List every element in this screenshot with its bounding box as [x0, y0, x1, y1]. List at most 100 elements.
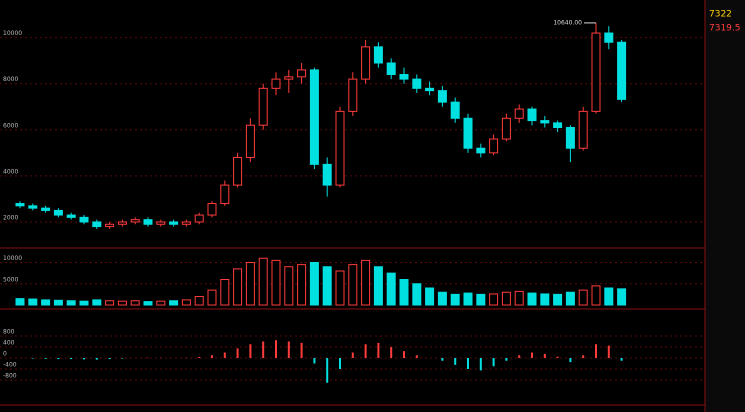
- volume-bar: [15, 298, 25, 306]
- candle-body: [425, 87, 435, 92]
- candle-body: [143, 219, 153, 225]
- y-tick-label: 0: [3, 351, 7, 358]
- volume-bar: [156, 300, 166, 306]
- candle-body: [28, 205, 38, 209]
- volume-bar: [41, 299, 51, 306]
- volume-bar: [28, 298, 38, 306]
- volume-bar: [591, 285, 601, 306]
- volume-bar: [207, 289, 217, 306]
- volume-bar: [53, 299, 63, 306]
- candle-body: [540, 120, 550, 124]
- candle-body: [117, 221, 127, 225]
- candle-body: [527, 108, 537, 122]
- candle-body: [617, 41, 627, 100]
- candle-body: [169, 221, 179, 225]
- candle-body: [105, 223, 115, 228]
- y-tick-label: 2000: [3, 214, 18, 221]
- candle-body: [553, 122, 563, 129]
- volume-bar: [220, 279, 230, 306]
- candle-body: [463, 117, 473, 149]
- y-tick-label: 6000: [3, 122, 18, 129]
- candle-body: [514, 108, 524, 119]
- volume-bar: [476, 293, 486, 306]
- candle-body: [233, 156, 243, 186]
- volume-bar: [514, 290, 524, 306]
- side-last: 7319.5: [709, 24, 741, 34]
- volume-bar: [450, 293, 460, 306]
- candle-body: [297, 69, 307, 78]
- candle-body: [41, 207, 51, 211]
- annotation-label: 10640.00: [553, 19, 582, 26]
- volume-bar: [540, 293, 550, 306]
- volume-bar: [271, 259, 281, 306]
- volume-bar: [578, 289, 588, 306]
- candle-body: [591, 32, 601, 112]
- volume-bar: [245, 262, 255, 306]
- candle-body: [130, 219, 140, 223]
- y-tick-label: -400: [3, 362, 17, 369]
- candle-body: [501, 117, 511, 140]
- volume-bar: [105, 300, 115, 306]
- y-tick-label: 8000: [3, 76, 18, 83]
- candle-body: [245, 124, 255, 158]
- candle-body: [220, 184, 230, 205]
- candle-body: [348, 78, 358, 112]
- volume-bar: [604, 287, 614, 306]
- side-price: 7322: [709, 10, 732, 20]
- volume-bar: [335, 270, 345, 306]
- y-tick-label: 10000: [3, 30, 22, 37]
- volume-bar: [386, 272, 396, 306]
- volume-bar: [348, 264, 358, 306]
- candle-body: [489, 138, 499, 154]
- volume-bar: [117, 300, 127, 306]
- candle-body: [437, 90, 447, 103]
- volume-bar: [66, 300, 76, 306]
- volume-bar: [169, 300, 179, 306]
- candle-body: [604, 32, 614, 43]
- candle-body: [258, 87, 268, 126]
- candle-body: [476, 147, 486, 154]
- candle-body: [373, 46, 383, 64]
- candle-body: [386, 62, 396, 76]
- candle-body: [15, 203, 25, 207]
- volume-bar: [437, 291, 447, 306]
- volume-bar: [309, 262, 319, 306]
- volume-bar: [284, 266, 294, 306]
- volume-bar: [412, 283, 422, 306]
- volume-bar: [322, 266, 332, 306]
- candle-body: [361, 46, 371, 80]
- volume-bar: [501, 291, 511, 306]
- side-panel: [705, 0, 745, 412]
- volume-bar: [425, 287, 435, 306]
- volume-bar: [79, 300, 89, 306]
- y-tick-label: 10000: [3, 255, 22, 262]
- volume-bar: [399, 279, 409, 306]
- candle-body: [578, 110, 588, 149]
- volume-bar: [297, 264, 307, 306]
- candle-body: [79, 216, 89, 223]
- candle-body: [271, 78, 281, 89]
- volume-bar: [143, 301, 153, 306]
- candle-body: [399, 74, 409, 80]
- y-tick-label: 4000: [3, 168, 18, 175]
- y-tick-label: 800: [3, 329, 15, 336]
- volume-bar: [361, 259, 371, 306]
- volume-bar: [130, 300, 140, 306]
- volume-bar: [565, 291, 575, 306]
- candle-body: [309, 69, 319, 165]
- volume-bar: [233, 268, 243, 306]
- volume-bar: [617, 288, 627, 306]
- volume-bar: [92, 299, 102, 306]
- candle-body: [412, 78, 422, 89]
- candle-body: [194, 214, 204, 223]
- candle-body: [181, 221, 191, 225]
- y-tick-label: -800: [3, 373, 17, 380]
- candle-body: [53, 209, 63, 216]
- y-tick-label: 5000: [3, 276, 18, 283]
- candle-body: [322, 163, 332, 186]
- volume-bar: [258, 257, 268, 306]
- candle-body: [156, 221, 166, 225]
- candle-body: [450, 101, 460, 119]
- volume-bar: [463, 292, 473, 306]
